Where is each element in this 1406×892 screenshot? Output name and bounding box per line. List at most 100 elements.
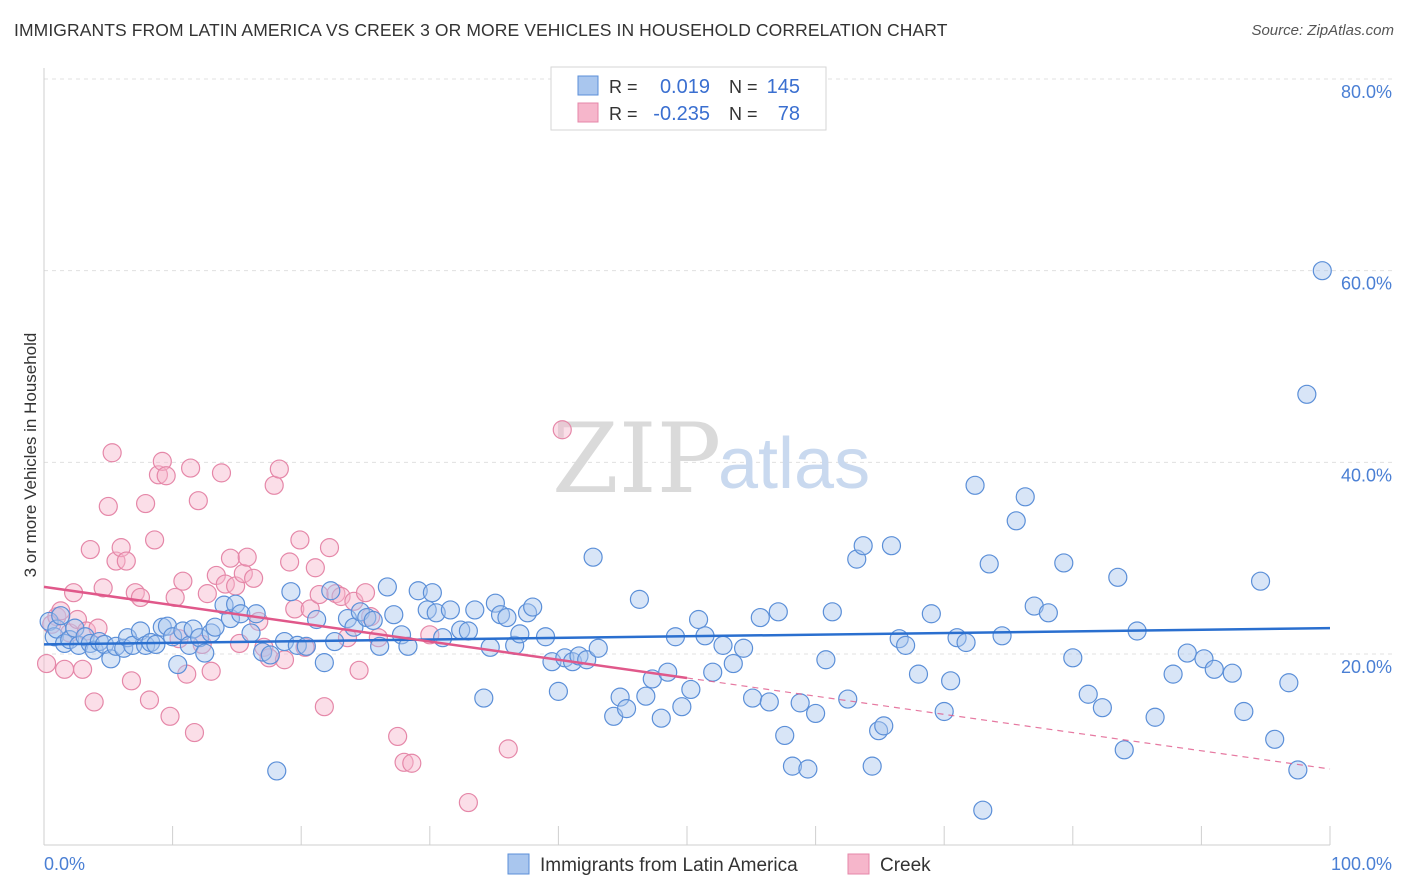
legend-r-value-pink: -0.235	[653, 103, 710, 125]
creek-point	[264, 475, 284, 495]
latin-america-point	[510, 624, 530, 644]
x-tick-label: 0.0%	[44, 854, 85, 874]
creek-point	[173, 571, 193, 591]
latin-america-trend-line	[43, 626, 1331, 646]
latin-america-point	[179, 635, 199, 655]
axes	[43, 68, 1331, 846]
creek-point	[116, 551, 136, 571]
latin-america-point	[1063, 648, 1083, 668]
latin-america-point	[1204, 659, 1224, 679]
latin-america-point	[474, 688, 494, 708]
creek-points	[36, 420, 572, 813]
latin-america-point	[314, 653, 334, 673]
creek-point	[80, 539, 100, 560]
latin-america-point	[853, 536, 873, 556]
creek-point	[309, 584, 329, 605]
latin-america-point	[267, 761, 287, 781]
latin-america-point	[1177, 643, 1197, 663]
creek-trend-line-extension	[686, 677, 1331, 770]
latin-america-point	[321, 581, 341, 601]
y-tick-label: 40.0%	[1341, 465, 1392, 485]
creek-point	[237, 547, 257, 567]
bottom-legend-swatch-blue	[507, 853, 530, 875]
latin-america-point	[681, 679, 701, 700]
latin-america-point	[934, 701, 954, 722]
latin-america-point	[458, 621, 478, 641]
latin-america-point	[168, 654, 188, 675]
latin-america-point	[651, 708, 671, 728]
latin-america-point	[965, 475, 985, 495]
latin-america-points	[39, 261, 1332, 820]
latin-america-point	[101, 649, 121, 669]
latin-america-point	[281, 582, 301, 602]
creek-point	[98, 496, 118, 517]
latin-america-point	[146, 634, 166, 655]
latin-america-point	[713, 635, 733, 655]
creek-point	[135, 493, 156, 514]
latin-america-point	[790, 693, 810, 713]
latin-america-point	[816, 650, 836, 670]
latin-america-point	[1194, 649, 1214, 669]
latin-america-point	[497, 607, 517, 628]
latin-america-point	[658, 662, 678, 682]
creek-point	[211, 463, 232, 483]
latin-america-point	[941, 671, 961, 691]
latin-america-point	[805, 703, 826, 724]
creek-point	[130, 587, 151, 608]
y-tick-label: 20.0%	[1341, 657, 1392, 677]
creek-point	[54, 659, 75, 679]
creek-point	[314, 697, 334, 717]
latin-america-point	[1006, 511, 1026, 531]
latin-america-point	[1038, 603, 1058, 623]
latin-america-point	[1108, 567, 1128, 587]
source-credit: Source: ZipAtlas.com	[1251, 22, 1394, 39]
latin-america-point	[775, 725, 795, 746]
legend-r-value-blue: 0.019	[660, 76, 710, 98]
latin-america-point	[1312, 261, 1332, 281]
legend-r-label-pink: R =	[609, 104, 638, 124]
latin-america-point	[703, 662, 723, 682]
latin-america-point	[588, 638, 608, 658]
legend-n-label-pink: N =	[729, 104, 758, 124]
latin-america-point	[485, 593, 505, 613]
latin-america-point	[759, 692, 779, 712]
y-axis-label: 3 or more Vehicles in Household	[21, 333, 40, 578]
latin-america-point	[241, 623, 261, 643]
latin-america-point	[195, 643, 215, 663]
watermark: ZIP atlas	[552, 403, 870, 515]
creek-point	[36, 653, 57, 674]
latin-america-point	[1145, 707, 1165, 727]
watermark-zip: ZIP	[552, 403, 721, 515]
creek-point	[295, 637, 315, 657]
creek-point	[319, 538, 340, 558]
latin-america-point	[992, 626, 1012, 646]
creek-point	[458, 792, 478, 813]
latin-america-point	[1234, 701, 1254, 722]
latin-america-point	[1092, 698, 1112, 718]
latin-america-point	[517, 603, 538, 623]
latin-america-point	[838, 689, 858, 709]
latin-america-point	[979, 554, 999, 574]
latin-america-point	[629, 589, 650, 609]
chart-title: IMMIGRANTS FROM LATIN AMERICA VS CREEK 3…	[14, 20, 948, 40]
latin-america-point	[205, 617, 225, 637]
latin-america-point	[370, 636, 390, 656]
creek-point	[355, 583, 376, 603]
latin-america-point	[260, 645, 280, 665]
bottom-legend-label-blue: Immigrants from Latin America	[540, 855, 798, 876]
latin-america-point	[548, 681, 569, 701]
creek-point	[244, 568, 264, 588]
creek-point	[184, 722, 205, 743]
latin-america-point	[583, 547, 603, 567]
legend-n-label-blue: N =	[729, 77, 758, 97]
latin-america-point	[363, 610, 383, 631]
watermark-atlas: atlas	[718, 424, 870, 504]
latin-america-point	[881, 536, 902, 556]
creek-point	[102, 443, 122, 463]
latin-america-point	[742, 688, 763, 708]
latin-america-point	[1297, 384, 1317, 404]
series-legend: Immigrants from Latin America Creek	[507, 853, 931, 876]
creek-point	[552, 420, 572, 440]
creek-point	[197, 584, 217, 604]
